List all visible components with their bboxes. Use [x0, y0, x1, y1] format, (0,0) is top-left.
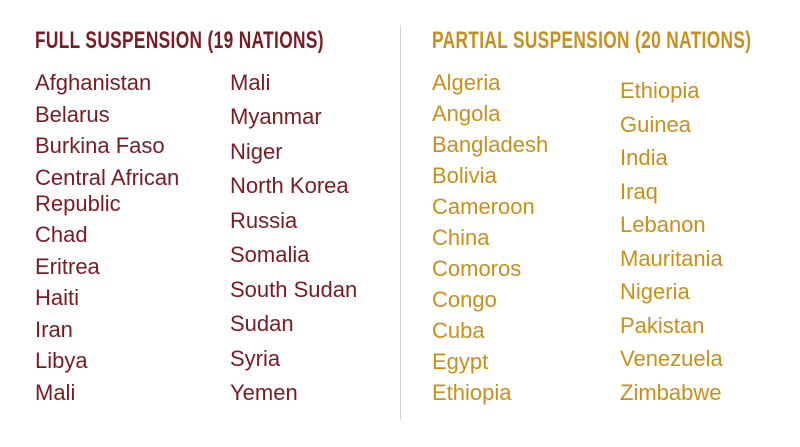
country: Bolivia	[432, 163, 497, 188]
country: Cameroon	[432, 194, 535, 219]
section-title: PARTIAL SUSPENSION (20 NATIONS)	[432, 27, 752, 54]
country: Niger	[230, 138, 283, 164]
country: Central African Republic	[35, 164, 180, 216]
country: Iraq	[620, 178, 658, 204]
country: Ethiopia	[432, 380, 512, 405]
country: Pakistan	[620, 312, 705, 338]
country: South Sudan	[230, 276, 358, 302]
country: Libya	[35, 348, 88, 374]
country: Russia	[230, 207, 298, 233]
country: Afghanistan	[35, 70, 152, 95]
country: Lebanon	[620, 212, 706, 238]
country: Burkina Faso	[35, 133, 165, 159]
country: Zimbabwe	[620, 379, 722, 405]
country: Syria	[230, 345, 281, 371]
country: Haiti	[35, 285, 80, 311]
country: Cuba	[432, 318, 485, 343]
country: Bangladesh	[432, 132, 549, 157]
country: Mali	[35, 379, 76, 405]
country: North Korea	[230, 173, 349, 199]
country-list: Algeria Angola Bangladesh Bolivia Cameroon Ch…	[432, 70, 612, 406]
country: Iran	[35, 316, 73, 342]
country: Yemen	[230, 379, 298, 405]
country: Chad	[35, 222, 88, 248]
country: Egypt	[432, 349, 489, 374]
country-list: Afghanistan Belarus Burkina Faso Central Af…	[35, 70, 220, 406]
country: Mali	[230, 70, 271, 95]
country: Guinea	[620, 111, 691, 137]
country: Comoros	[432, 256, 522, 281]
country: Venezuela	[620, 346, 723, 372]
country: Myanmar	[230, 104, 322, 130]
country-list: Ethiopia Guinea India Iraq Lebanon Mauritania…	[620, 78, 790, 406]
country: Nigeria	[620, 279, 690, 305]
country: Mauritania	[620, 245, 723, 271]
country: Algeria	[432, 70, 501, 95]
country: Belarus	[35, 101, 110, 127]
country: Sudan	[230, 311, 294, 337]
country: Somalia	[230, 242, 310, 268]
divider	[400, 25, 401, 420]
country: India	[620, 145, 668, 171]
country-list: Mali Myanmar Niger North Korea Russia Somalia…	[230, 70, 390, 406]
country: Congo	[432, 287, 497, 312]
country: Ethiopia	[620, 78, 700, 103]
country: Eritrea	[35, 253, 100, 279]
country: China	[432, 225, 490, 250]
section-title: FULL SUSPENSION (19 NATIONS)	[35, 27, 324, 54]
country: Angola	[432, 101, 501, 126]
